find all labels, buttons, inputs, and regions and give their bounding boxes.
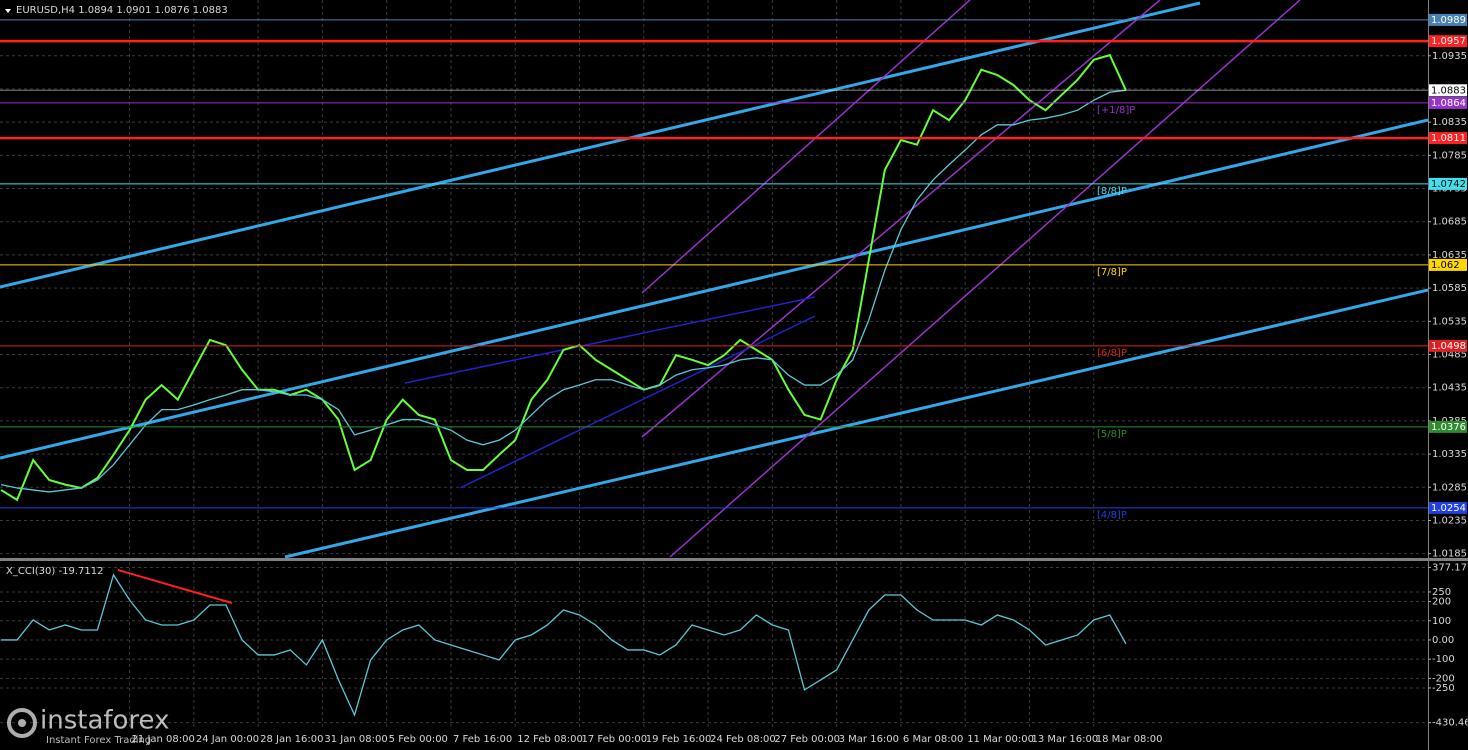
level-label: [7/8]P	[1097, 267, 1127, 278]
y-tick-label: -430.465	[1432, 718, 1468, 729]
x-tick-label: 5 Feb 00:00	[389, 734, 448, 745]
y-tick-label: 200	[1432, 597, 1451, 608]
level-label: [4/8]P	[1097, 510, 1127, 521]
y-tick-label: 1.0185	[1432, 549, 1467, 560]
trend-line	[0, 1, 1201, 289]
watermark: instaforex Instant Forex Trading	[7, 706, 169, 746]
level-tag	[1429, 339, 1467, 352]
level-value: 1.062	[1431, 260, 1460, 271]
level-tag	[1429, 501, 1467, 514]
indicator-title: X_CCI(30) -19.7112	[6, 566, 103, 577]
trend-line	[404, 296, 816, 384]
y-tick-label: 1.0935	[1432, 51, 1467, 62]
series-line	[1, 573, 1127, 717]
x-tick-label: 28 Jan 16:00	[260, 734, 323, 745]
y-tick-label: 100	[1432, 616, 1451, 627]
y-tick-label: 1.0435	[1432, 383, 1467, 394]
x-tick-label: 31 Jan 08:00	[324, 734, 387, 745]
level-value: 1.0883	[1431, 85, 1466, 96]
y-tick-label: 1.0635	[1432, 250, 1467, 261]
y-tick-label: 1.0335	[1432, 449, 1467, 460]
level-tag	[1429, 132, 1467, 145]
trend-line	[284, 288, 1429, 559]
x-tick-label: 27 Feb 00:00	[774, 734, 840, 745]
level-tag	[1429, 84, 1467, 97]
level-tag	[1429, 420, 1467, 433]
level-label: [+1/8]P	[1097, 105, 1135, 116]
y-tick-label: -100	[1432, 654, 1455, 665]
level-tag	[1429, 13, 1467, 26]
logo-icon	[7, 708, 37, 738]
chart-title: EURUSD,H4 1.0894 1.0901 1.0876 1.0883	[16, 5, 228, 16]
y-tick-label: 1.0235	[1432, 515, 1467, 526]
x-tick-label: 19 Feb 16:00	[646, 734, 712, 745]
x-tick-label: 24 Feb 08:00	[710, 734, 776, 745]
series-line	[0, 89, 1126, 493]
level-label: [8/8]P	[1097, 186, 1127, 197]
level-value: 1.0376	[1431, 422, 1466, 433]
level-value: 1.0742	[1431, 179, 1466, 190]
y-tick-label: 0.00	[1432, 635, 1454, 646]
level-value: 1.0864	[1431, 98, 1466, 109]
tagline: Instant Forex Trading	[46, 735, 151, 746]
x-tick-label: 17 Feb 00:00	[582, 734, 648, 745]
level-tag	[1429, 258, 1467, 271]
divergence-line	[117, 569, 233, 604]
x-tick-label: 11 Mar 00:00	[967, 734, 1034, 745]
brand: instaforex	[40, 706, 169, 736]
y-tick-label: 1.0685	[1432, 217, 1467, 228]
x-tick-label: 7 Feb 16:00	[453, 734, 512, 745]
menu-arrow	[5, 9, 11, 13]
level-value: 1.0811	[1431, 133, 1466, 144]
y-tick-label: 1.0485	[1432, 350, 1467, 361]
x-tick-label: 21 Jan 08:00	[132, 734, 195, 745]
trend-line	[641, 0, 971, 294]
x-tick-label: 24 Jan 00:00	[196, 734, 259, 745]
level-tag	[1429, 96, 1467, 109]
logo-icon	[18, 719, 26, 727]
y-tick-label: 250	[1432, 587, 1451, 598]
level-value: 1.0957	[1431, 36, 1466, 47]
trend-line	[0, 118, 1429, 460]
y-tick-label: 377.1776	[1432, 563, 1468, 574]
series-line	[0, 53, 1127, 502]
x-tick-label: 12 Feb 08:00	[517, 734, 583, 745]
y-tick-label: 1.0785	[1432, 150, 1467, 161]
level-label: [5/8]P	[1097, 429, 1127, 440]
y-tick-label: 1.0535	[1432, 316, 1467, 327]
trend-line	[669, 0, 1301, 558]
y-tick-label: -250	[1432, 683, 1455, 694]
x-tick-label: 18 Mar 08:00	[1096, 734, 1163, 745]
x-tick-label: 6 Mar 08:00	[903, 734, 963, 745]
x-tick-label: 3 Mar 16:00	[839, 734, 899, 745]
y-tick-label: 1.0835	[1432, 117, 1467, 128]
level-value: 1.0498	[1431, 341, 1466, 352]
level-value: 1.0254	[1431, 503, 1466, 514]
trend-line	[459, 315, 816, 489]
y-tick-label: 1.0285	[1432, 482, 1467, 493]
level-value: 1.0989	[1431, 15, 1466, 26]
y-tick-label: 1.0585	[1432, 283, 1467, 294]
level-label: [6/8]P	[1097, 348, 1127, 359]
x-tick-label: 13 Mar 16:00	[1031, 734, 1098, 745]
y-tick-label: -200	[1432, 673, 1455, 684]
level-tag	[1429, 177, 1467, 190]
level-tag	[1429, 35, 1467, 48]
